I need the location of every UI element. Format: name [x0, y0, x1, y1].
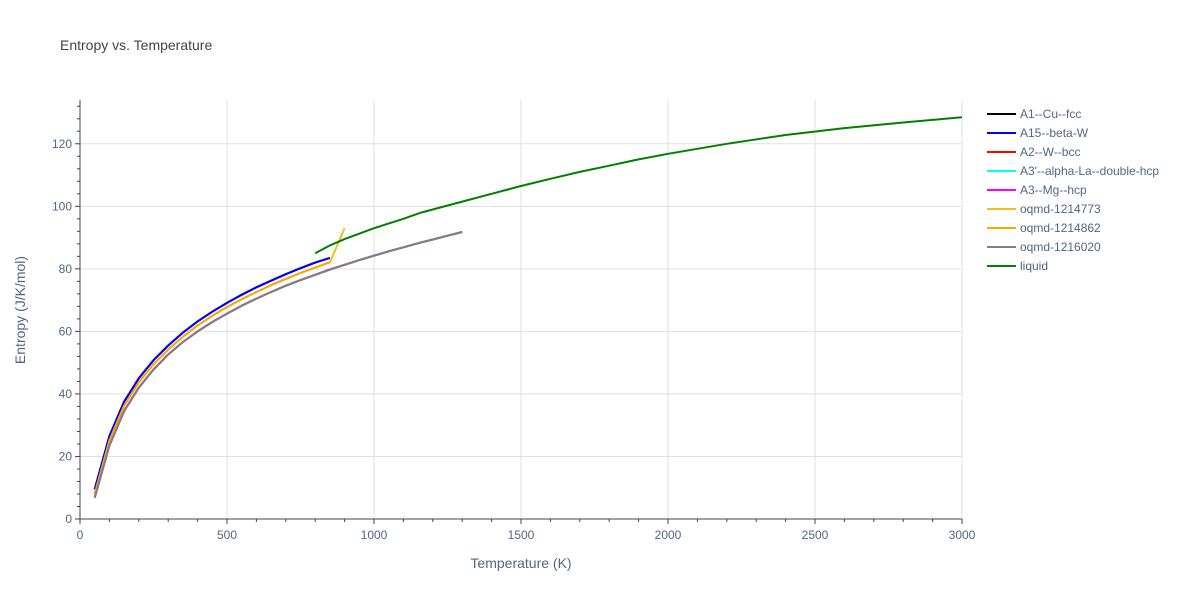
y-tick-label: 0 [65, 512, 72, 526]
y-tick-label: 100 [52, 199, 72, 213]
legend[interactable]: A1--Cu--fcc A15--beta-W A2--W--bcc A3'--alp… [987, 107, 1159, 273]
legend-item-a1-cu-fcc[interactable]: A1--Cu--fcc [987, 107, 1081, 121]
y-tick-label: 80 [59, 262, 73, 276]
legend-label: A1--Cu--fcc [1020, 107, 1081, 121]
series-line-oqmd-1214773 [93, 227, 346, 495]
legend-item-oqmd-1216020[interactable]: oqmd-1216020 [987, 240, 1101, 254]
legend-label: A2--W--bcc [1020, 145, 1080, 159]
x-tick-label: 3000 [949, 528, 976, 542]
legend-label: A3--Mg--hcp [1020, 183, 1087, 197]
legend-label: oqmd-1214862 [1020, 221, 1101, 235]
legend-label: A3'--alpha-La--double-hcp [1020, 164, 1159, 178]
legend-item-liquid[interactable]: liquid [987, 259, 1048, 273]
x-tick-label: 2000 [655, 528, 682, 542]
legend-item-a3-mg-hcp[interactable]: A3--Mg--hcp [987, 183, 1087, 197]
x-tick-label: 2500 [802, 528, 829, 542]
x-tick-label: 1000 [361, 528, 388, 542]
y-tick-label: 20 [59, 449, 73, 463]
legend-item-a15-beta-w[interactable]: A15--beta-W [987, 126, 1089, 140]
legend-item-a2-w-bcc[interactable]: A2--W--bcc [987, 145, 1080, 159]
y-tick-label: 60 [59, 324, 73, 338]
plot-area [93, 116, 963, 498]
legend-label: A15--beta-W [1020, 126, 1089, 140]
y-tick-label: 120 [52, 137, 72, 151]
x-tick-label: 500 [217, 528, 237, 542]
grid [80, 100, 963, 519]
series-line-a1-cu-fcc [93, 256, 331, 490]
series-line-liquid [314, 116, 963, 255]
x-tick-label: 0 [77, 528, 84, 542]
legend-label: liquid [1020, 259, 1048, 273]
series-line-oqmd-1216020 [93, 231, 463, 498]
series-line-oqmd-1214862 [93, 261, 331, 495]
y-axis-title: Entropy (J/K/mol) [12, 256, 28, 364]
legend-item-oqmd-1214862[interactable]: oqmd-1214862 [987, 221, 1101, 235]
legend-label: oqmd-1216020 [1020, 240, 1101, 254]
legend-label: oqmd-1214773 [1020, 202, 1101, 216]
legend-item-a3-alpha-la-double-hcp[interactable]: A3'--alpha-La--double-hcp [987, 164, 1159, 178]
axes: 0 500 1000 1500 2000 2500 3000 0 20 40 60 80 100 120 [52, 100, 976, 542]
y-tick-label: 40 [59, 387, 73, 401]
legend-item-oqmd-1214773[interactable]: oqmd-1214773 [987, 202, 1101, 216]
series-line-a15-beta-w [93, 256, 331, 490]
chart-title: Entropy vs. Temperature [60, 37, 212, 53]
x-tick-label: 1500 [508, 528, 535, 542]
x-axis-title: Temperature (K) [470, 555, 571, 571]
